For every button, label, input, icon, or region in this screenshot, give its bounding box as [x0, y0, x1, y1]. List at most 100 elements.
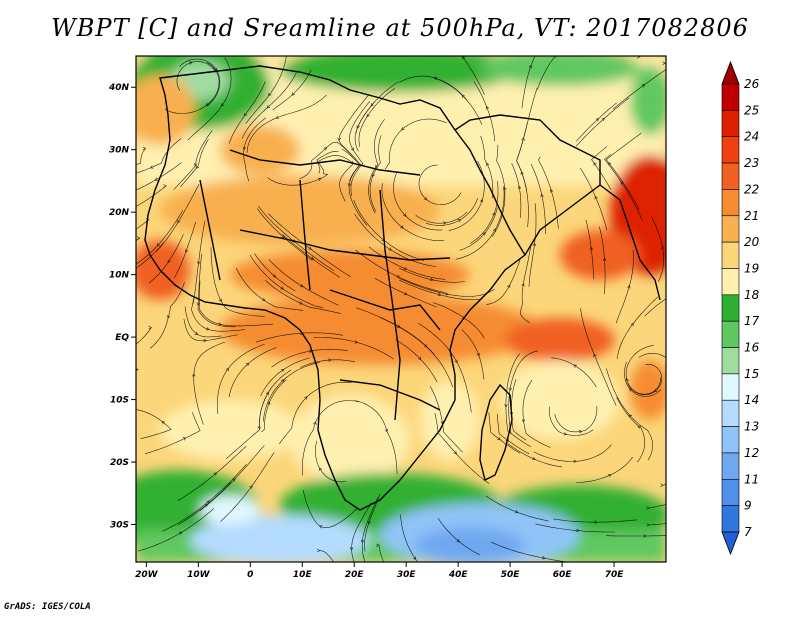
- streamline-arrow: [628, 414, 633, 418]
- streamline-arrow: [280, 368, 285, 373]
- streamline: [136, 327, 152, 345]
- streamline-arrow: [403, 213, 407, 217]
- streamline: [192, 220, 206, 304]
- streamline-arrow: [268, 92, 272, 97]
- streamline: [575, 102, 617, 142]
- colorbar-level-label: 9: [744, 499, 752, 513]
- streamline: [198, 280, 274, 327]
- colorbar-swatch: [721, 452, 740, 480]
- streamline: [381, 183, 445, 242]
- lon-tick-label: 30E: [397, 570, 417, 580]
- colorbar: 26 25 24 23 22 21 20 19 18 17 16 15 14 13 12 11 9 7: [721, 60, 760, 556]
- streamline-arrow: [218, 298, 222, 303]
- streamline: [257, 208, 313, 261]
- streamline-arrow: [323, 147, 328, 151]
- streamline-arrow: [620, 181, 624, 185]
- lon-tick-label: 40E: [448, 570, 469, 580]
- streamline: [368, 119, 385, 214]
- streamline: [486, 259, 521, 305]
- streamline: [228, 347, 277, 398]
- streamline: [521, 56, 536, 109]
- colorbar-bottom-arrow: [721, 531, 740, 556]
- streamline-arrow: [397, 324, 401, 328]
- streamline: [184, 306, 222, 338]
- streamline-arrow: [328, 358, 332, 362]
- streamline: [554, 405, 598, 433]
- streamline: [505, 353, 531, 448]
- latitude-axis: 40N 30N 20N 10N EQ 10S 20S 30S: [108, 83, 136, 531]
- streamline-arrow: [167, 259, 171, 264]
- colorbar-swatch: [721, 83, 740, 111]
- streamline-arrow: [563, 432, 568, 436]
- streamline-arrow: [608, 162, 612, 166]
- lat-tick-label: 30N: [109, 146, 130, 156]
- streamline-arrow: [504, 404, 508, 408]
- streamline: [435, 78, 483, 125]
- streamline: [183, 318, 238, 342]
- colorbar-level-label: 14: [744, 393, 759, 407]
- lat-tick-label: 10N: [109, 271, 130, 281]
- streamline-arrow: [149, 165, 154, 169]
- streamline-arrow: [507, 284, 511, 288]
- streamline-arrow: [350, 160, 355, 165]
- streamline: [342, 148, 368, 226]
- streamline-arrow: [662, 61, 666, 65]
- streamline: [262, 362, 320, 422]
- colorbar-swatch: [721, 399, 740, 427]
- streamline-arrow: [608, 474, 612, 478]
- streamline: [187, 57, 232, 141]
- streamline-arrow: [319, 467, 323, 472]
- colorbar-swatch: [721, 241, 740, 269]
- streamline-arrow: [485, 105, 489, 110]
- streamline: [180, 139, 209, 187]
- streamline-arrow: [360, 539, 365, 544]
- streamline: [535, 523, 615, 533]
- colorbar-swatch: [721, 505, 740, 533]
- streamline-arrow: [423, 344, 428, 348]
- streamline-arrow: [142, 146, 147, 151]
- streamline: [144, 412, 201, 455]
- streamline: [379, 317, 454, 388]
- streamline-arrow: [520, 171, 524, 175]
- streamline: [576, 456, 633, 483]
- streamline-arrow: [308, 246, 312, 250]
- streamline-arrow: [381, 237, 386, 242]
- streamline-arrow: [593, 353, 597, 358]
- streamline: [591, 146, 612, 190]
- streamline: [533, 444, 612, 462]
- streamline-arrow: [594, 520, 598, 524]
- streamline-arrow: [396, 274, 401, 278]
- streamline: [398, 267, 465, 283]
- streamline: [434, 413, 490, 484]
- streamline-arrow: [636, 56, 641, 59]
- streamline: [455, 186, 505, 260]
- streamline: [136, 185, 167, 207]
- streamline: [425, 197, 478, 226]
- streamline-arrow: [257, 425, 261, 429]
- streamline: [268, 213, 351, 278]
- streamline-arrow: [203, 338, 207, 343]
- wbpt-shaded-field: [136, 56, 666, 562]
- streamline-arrow: [479, 198, 484, 203]
- streamline-arrow: [482, 232, 486, 236]
- streamline: [508, 350, 539, 435]
- streamline: [217, 343, 265, 414]
- streamline-arrow: [156, 243, 161, 247]
- streamline: [624, 361, 662, 397]
- streamline-arrow: [401, 126, 405, 131]
- lat-tick-label: 20S: [110, 458, 129, 468]
- streamline: [164, 62, 220, 114]
- streamline-arrow: [553, 56, 557, 58]
- colorbar-level-label: 21: [744, 209, 759, 223]
- colorbar-level-label: 22: [744, 182, 759, 196]
- streamline: [606, 368, 654, 461]
- streamline-arrow: [280, 286, 284, 290]
- streamline: [173, 221, 196, 279]
- streamline: [177, 445, 247, 501]
- colorbar-level-label: 26: [744, 77, 760, 91]
- lat-tick-label: 10S: [110, 396, 129, 406]
- streamline-arrow: [300, 331, 304, 335]
- streamline-arrow: [366, 113, 370, 118]
- streamline: [136, 210, 184, 265]
- streamline-arrow: [437, 292, 442, 297]
